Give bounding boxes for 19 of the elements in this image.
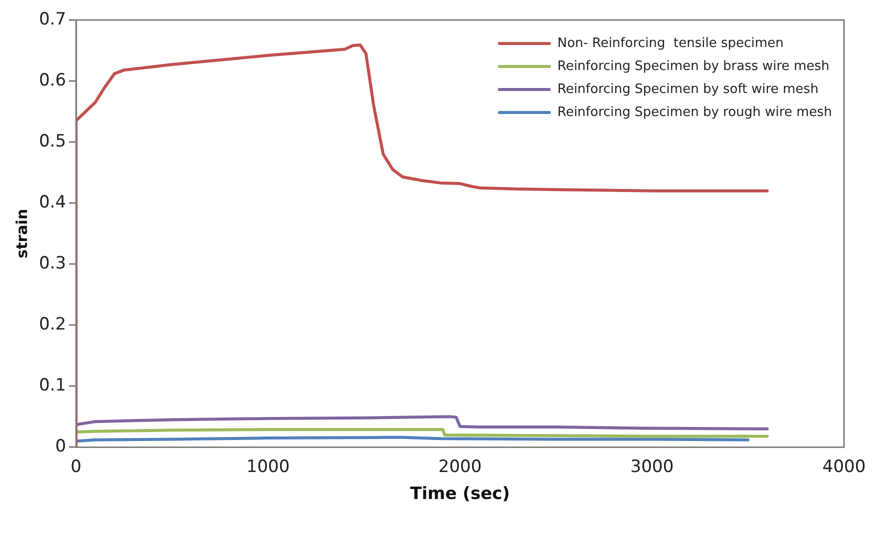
legend-label: Non- Reinforcing tensile specimen (557, 36, 784, 51)
y-tick-label: 0.1 (38, 376, 66, 396)
x-tick-label: 3000 (630, 456, 674, 477)
x-tick-label: 0 (70, 456, 82, 477)
legend-label: Reinforcing Specimen by brass wire mesh (557, 58, 830, 74)
x-tick-label: 2000 (438, 456, 482, 477)
x-tick-label: 1000 (246, 456, 290, 477)
x-tick-label: 4000 (822, 456, 866, 477)
y-tick-label: 0.6 (38, 70, 66, 90)
y-tick-label: 0.2 (38, 314, 66, 335)
y-tick-label: 0.7 (38, 9, 66, 30)
y-tick-label: 0 (55, 436, 66, 457)
legend-label: Reinforcing Specimen by soft wire mesh (557, 82, 818, 97)
x-axis-title: Time (sec) (410, 484, 510, 504)
legend-label: Reinforcing Specimen by rough wire mesh (557, 104, 832, 120)
y-tick-label: 0.3 (38, 254, 66, 274)
y-tick-label: 0.4 (38, 192, 66, 213)
y-tick-label: 0.5 (38, 131, 66, 152)
y-axis-title: strain (12, 208, 31, 258)
